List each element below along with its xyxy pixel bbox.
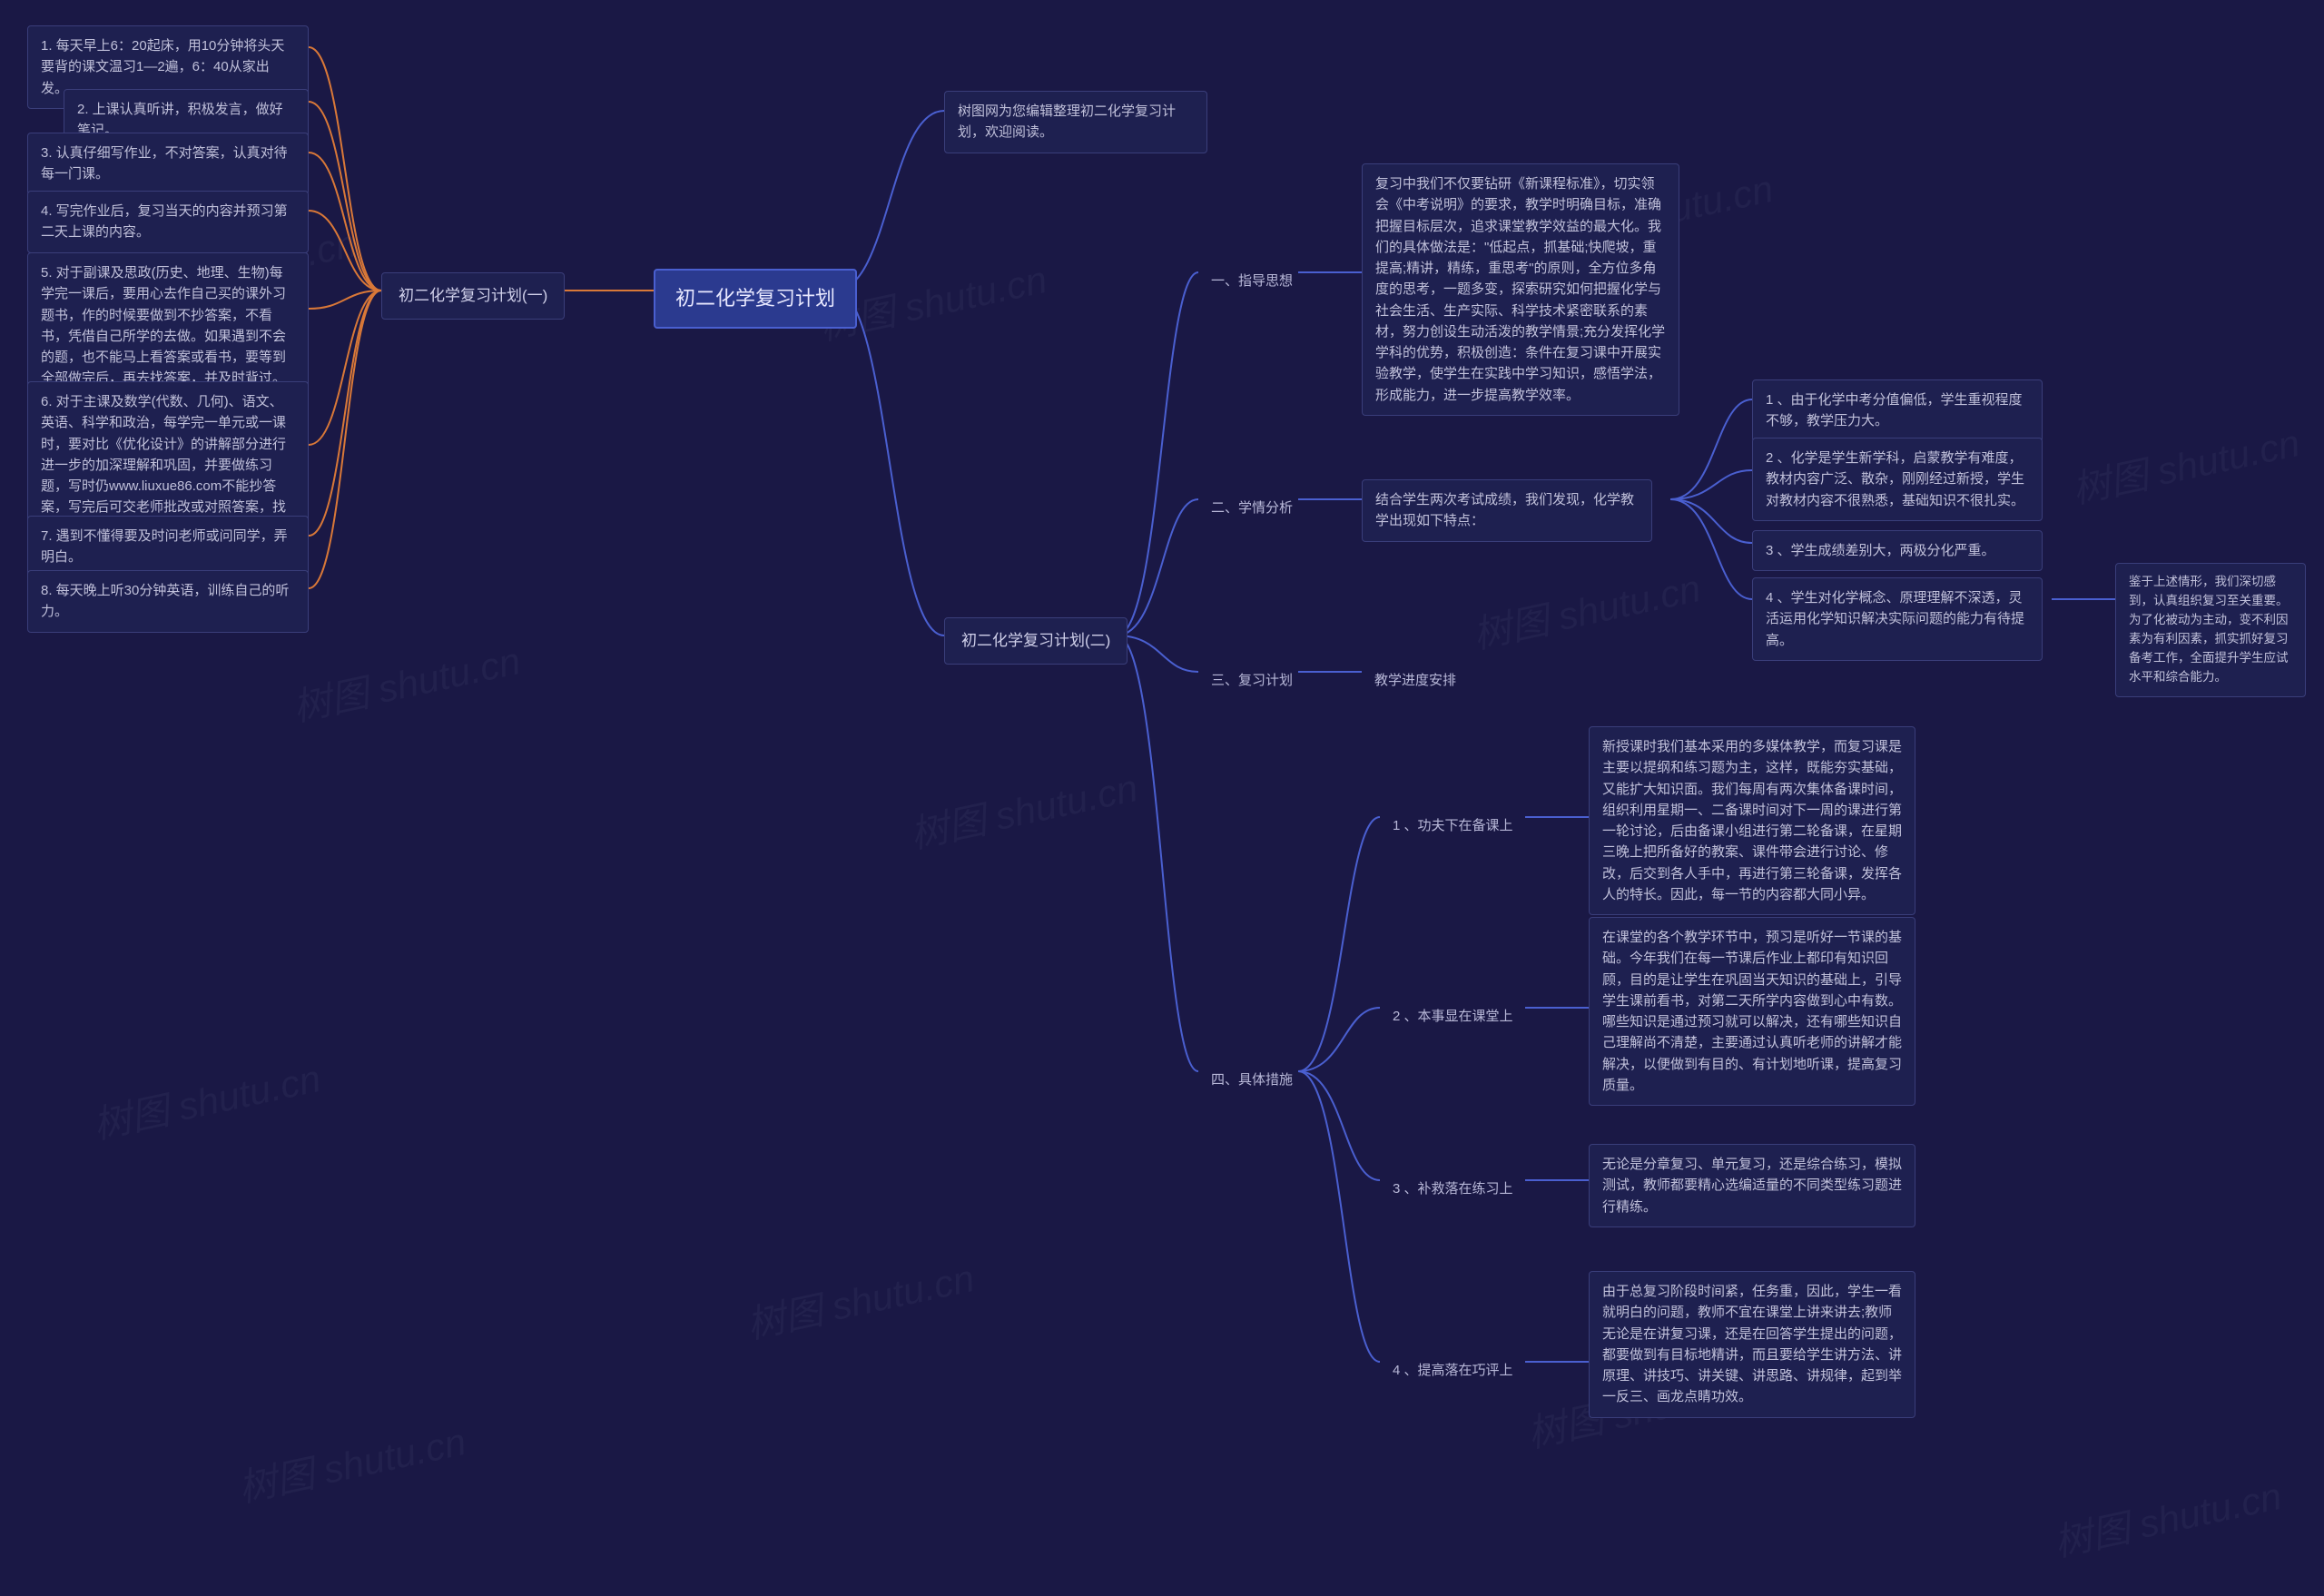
watermark: 树图 shutu.cn bbox=[232, 1411, 470, 1513]
sec3-title: 三、复习计划 bbox=[1198, 661, 1305, 700]
root-node[interactable]: 初二化学复习计划 bbox=[654, 269, 857, 329]
sec2-conclusion: 鉴于上述情形，我们深切感到，认真组织复习至关重要。为了化被动为主动，变不利因素为… bbox=[2115, 563, 2306, 697]
plan1-title[interactable]: 初二化学复习计划(一) bbox=[381, 272, 565, 320]
sec3-body: 教学进度安排 bbox=[1362, 661, 1469, 700]
sec2-p1: 1 、由于化学中考分值偏低，学生重视程度不够，教学压力大。 bbox=[1752, 379, 2043, 442]
sec4-i3-b: 无论是分章复习、单元复习，还是综合练习，模拟测试，教师都要精心选编适量的不同类型… bbox=[1589, 1144, 1915, 1227]
sec2-p3: 3 、学生成绩差别大，两极分化严重。 bbox=[1752, 530, 2043, 571]
plan1-item-4: 4. 写完作业后，复习当天的内容并预习第二天上课的内容。 bbox=[27, 191, 309, 253]
plan2-title[interactable]: 初二化学复习计划(二) bbox=[944, 617, 1128, 665]
sec4-title: 四、具体措施 bbox=[1198, 1060, 1305, 1099]
sec4-i2-b: 在课堂的各个教学环节中，预习是听好一节课的基础。今年我们在每一节课后作业上都印有… bbox=[1589, 917, 1915, 1106]
sec4-i3-t: 3 、补救落在练习上 bbox=[1380, 1169, 1526, 1208]
watermark: 树图 shutu.cn bbox=[2066, 412, 2304, 515]
watermark: 树图 shutu.cn bbox=[1467, 557, 1705, 660]
watermark: 树图 shutu.cn bbox=[87, 1048, 325, 1150]
sec4-i1-b: 新授课时我们基本采用的多媒体教学，而复习课是主要以提纲和练习题为主，这样，既能夯… bbox=[1589, 726, 1915, 915]
sec2-p2: 2 、化学是学生新学科，启蒙教学有难度，教材内容广泛、散杂，刚刚经过新授，学生对… bbox=[1752, 438, 2043, 521]
connectors bbox=[0, 0, 2324, 1596]
sec2-body: 结合学生两次考试成绩，我们发现，化学教学出现如下特点： bbox=[1362, 479, 1652, 542]
watermark: 树图 shutu.cn bbox=[904, 757, 1142, 860]
sec2-title: 二、学情分析 bbox=[1198, 488, 1305, 527]
sec4-i4-b: 由于总复习阶段时间紧，任务重，因此，学生一看就明白的问题，教师不宜在课堂上讲来讲… bbox=[1589, 1271, 1915, 1418]
watermark: 树图 shutu.cn bbox=[741, 1247, 979, 1350]
plan1-item-8: 8. 每天晚上听30分钟英语，训练自己的听力。 bbox=[27, 570, 309, 633]
plan1-item-7: 7. 遇到不懂得要及时问老师或问同学，弄明白。 bbox=[27, 516, 309, 578]
watermark: 树图 shutu.cn bbox=[2048, 1465, 2286, 1568]
sec4-i4-t: 4 、提高落在巧评上 bbox=[1380, 1351, 1526, 1390]
sec2-p4: 4 、学生对化学概念、原理理解不深透，灵活运用化学知识解决实际问题的能力有待提高… bbox=[1752, 577, 2043, 661]
sec1-title: 一、指导思想 bbox=[1198, 261, 1305, 300]
sec4-i1-t: 1 、功夫下在备课上 bbox=[1380, 806, 1526, 845]
intro: 树图网为您编辑整理初二化学复习计划，欢迎阅读。 bbox=[944, 91, 1207, 153]
plan1-item-5: 5. 对于副课及思政(历史、地理、生物)每学完一课后，要用心去作自己买的课外习题… bbox=[27, 252, 309, 399]
watermark: 树图 shutu.cn bbox=[287, 630, 525, 733]
sec4-i2-t: 2 、本事显在课堂上 bbox=[1380, 997, 1526, 1036]
plan1-item-3: 3. 认真仔细写作业，不对答案，认真对待每一门课。 bbox=[27, 133, 309, 195]
sec1-body: 复习中我们不仅要钻研《新课程标准》，切实领会《中考说明》的要求，教学时明确目标，… bbox=[1362, 163, 1679, 416]
